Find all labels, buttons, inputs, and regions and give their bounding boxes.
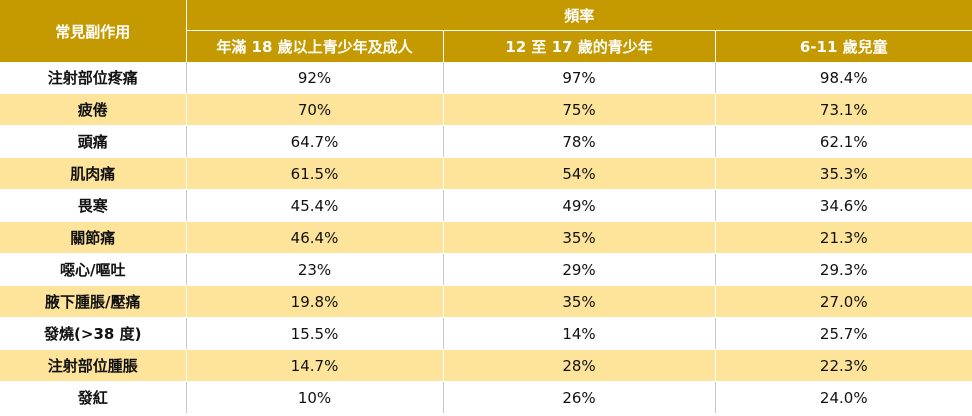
cell-children: 27.0%: [714, 285, 972, 318]
cell-children: 73.1%: [714, 93, 972, 126]
row-label: 注射部位腫脹: [0, 349, 186, 382]
header-teens: 12 至 17 歲的青少年: [442, 30, 715, 62]
header-children: 6-11 歲兒童: [714, 30, 972, 62]
cell-teens: 75%: [442, 93, 715, 126]
cell-children: 62.1%: [714, 125, 972, 158]
table-row: 疲倦 70% 75% 73.1%: [0, 93, 972, 126]
table-row: 發燒(>38 度) 15.5% 14% 25.7%: [0, 317, 972, 350]
cell-adults: 10%: [185, 381, 443, 414]
header-frequency: 頻率: [186, 0, 972, 31]
table-row: 頭痛 64.7% 78% 62.1%: [0, 125, 972, 158]
cell-teens: 26%: [442, 381, 715, 414]
row-label: 腋下腫脹/壓痛: [0, 285, 186, 318]
row-label: 肌肉痛: [0, 157, 186, 190]
cell-adults: 14.7%: [185, 349, 443, 382]
row-label: 頭痛: [0, 125, 186, 158]
cell-adults: 61.5%: [185, 157, 443, 190]
row-label: 噁心/嘔吐: [0, 253, 186, 286]
row-label: 發紅: [0, 381, 186, 414]
table-row: 肌肉痛 61.5% 54% 35.3%: [0, 157, 972, 190]
cell-adults: 45.4%: [185, 189, 443, 222]
cell-adults: 15.5%: [185, 317, 443, 350]
cell-children: 29.3%: [714, 253, 972, 286]
cell-children: 98.4%: [714, 62, 972, 94]
cell-teens: 29%: [442, 253, 715, 286]
table-row: 噁心/嘔吐 23% 29% 29.3%: [0, 253, 972, 286]
cell-teens: 35%: [442, 221, 715, 254]
cell-teens: 14%: [442, 317, 715, 350]
cell-children: 25.7%: [714, 317, 972, 350]
cell-children: 21.3%: [714, 221, 972, 254]
cell-adults: 70%: [185, 93, 443, 126]
row-label: 疲倦: [0, 93, 186, 126]
cell-teens: 54%: [442, 157, 715, 190]
cell-adults: 46.4%: [185, 221, 443, 254]
cell-adults: 64.7%: [185, 125, 443, 158]
table-row: 關節痛 46.4% 35% 21.3%: [0, 221, 972, 254]
cell-children: 22.3%: [714, 349, 972, 382]
row-label: 畏寒: [0, 189, 186, 222]
cell-adults: 92%: [185, 62, 443, 94]
cell-teens: 78%: [442, 125, 715, 158]
table-body: 注射部位疼痛 92% 97% 98.4% 疲倦 70% 75% 73.1% 頭痛…: [0, 62, 972, 414]
cell-teens: 28%: [442, 349, 715, 382]
header-adults: 年滿 18 歲以上青少年及成人: [185, 30, 443, 62]
table-row: 注射部位腫脹 14.7% 28% 22.3%: [0, 349, 972, 382]
cell-teens: 35%: [442, 285, 715, 318]
table-header: 常見副作用 頻率 年滿 18 歲以上青少年及成人 12 至 17 歲的青少年 6…: [0, 0, 972, 62]
cell-teens: 97%: [442, 62, 715, 94]
row-label: 發燒(>38 度): [0, 317, 186, 350]
cell-children: 24.0%: [714, 381, 972, 414]
table-row: 注射部位疼痛 92% 97% 98.4%: [0, 62, 972, 94]
cell-children: 34.6%: [714, 189, 972, 222]
cell-adults: 23%: [185, 253, 443, 286]
row-label: 關節痛: [0, 221, 186, 254]
cell-teens: 49%: [442, 189, 715, 222]
row-label: 注射部位疼痛: [0, 62, 186, 94]
header-side-effects: 常見副作用: [0, 0, 187, 62]
table-row: 畏寒 45.4% 49% 34.6%: [0, 189, 972, 222]
table-row: 發紅 10% 26% 24.0%: [0, 381, 972, 414]
table-row: 腋下腫脹/壓痛 19.8% 35% 27.0%: [0, 285, 972, 318]
cell-children: 35.3%: [714, 157, 972, 190]
cell-adults: 19.8%: [185, 285, 443, 318]
